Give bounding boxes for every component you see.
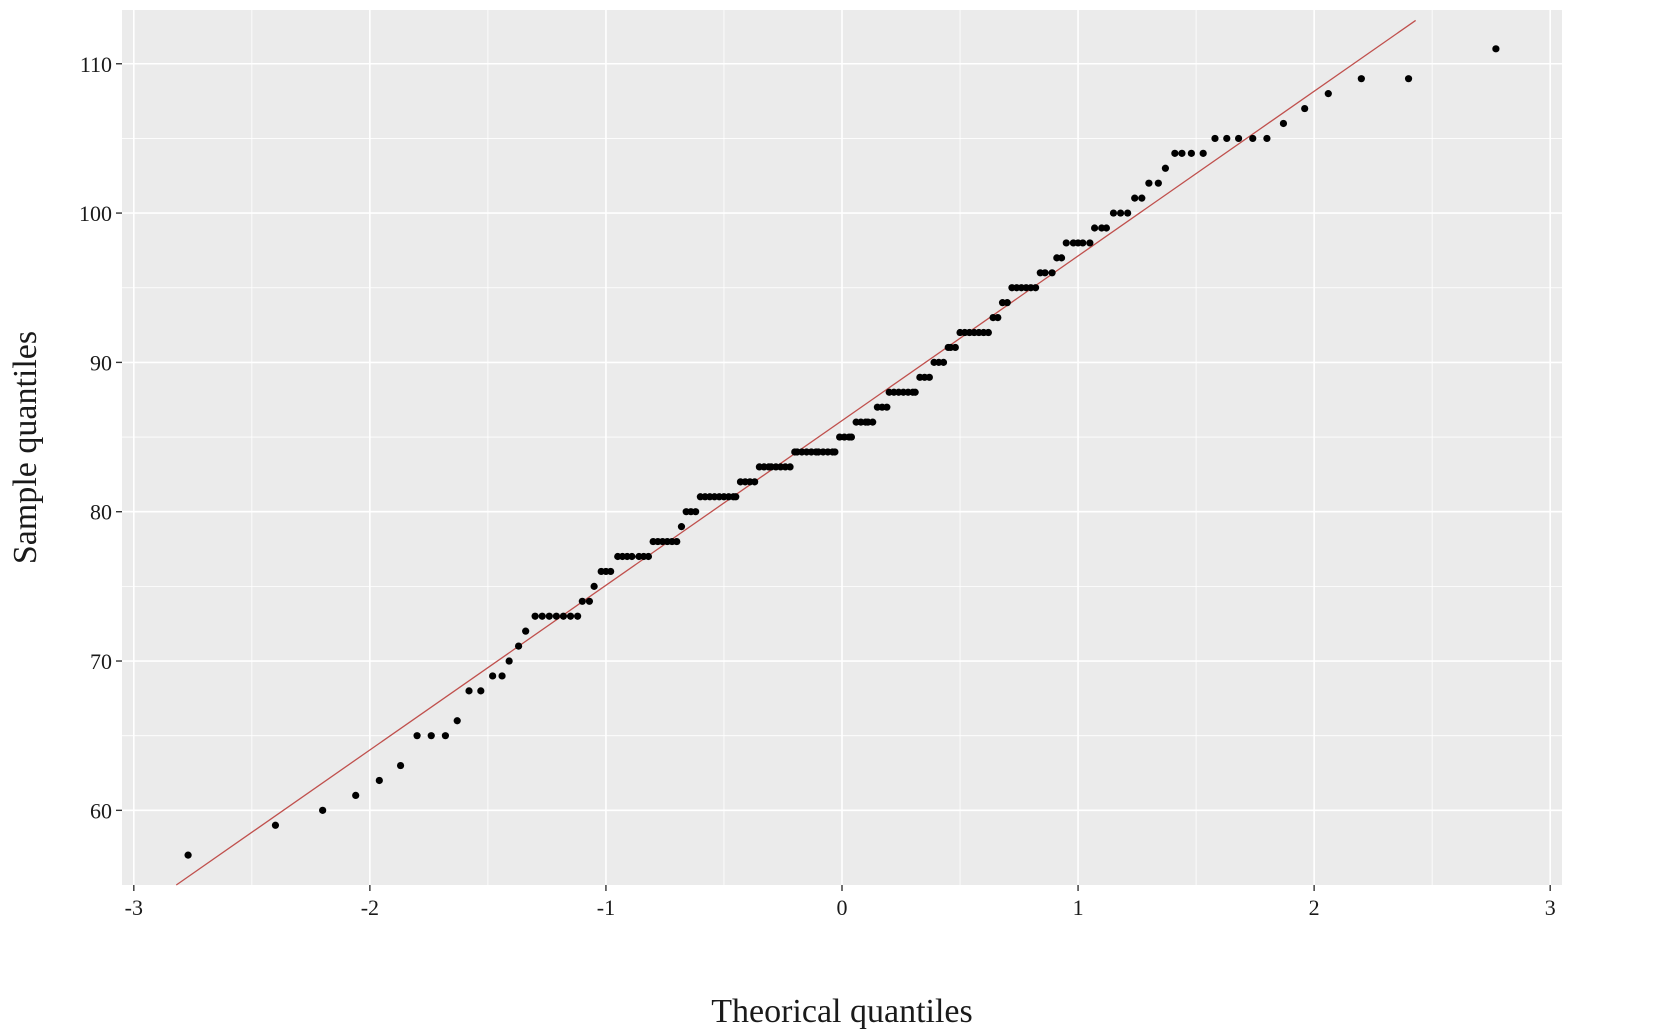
data-point bbox=[1178, 149, 1186, 157]
data-point bbox=[522, 627, 530, 635]
data-point bbox=[1041, 269, 1049, 277]
data-point bbox=[732, 493, 740, 501]
data-point bbox=[465, 687, 473, 695]
data-point bbox=[441, 732, 450, 740]
y-axis-ticks: 60 70 80 90 100 110 bbox=[79, 52, 122, 823]
data-point bbox=[505, 657, 513, 665]
data-point bbox=[1057, 254, 1066, 262]
data-point bbox=[1234, 134, 1243, 143]
data-point bbox=[994, 313, 1002, 322]
x-tick-label: 2 bbox=[1309, 895, 1320, 920]
data-point bbox=[559, 612, 568, 620]
data-point bbox=[677, 523, 686, 531]
data-point bbox=[271, 821, 280, 829]
y-tick-label: 100 bbox=[79, 201, 112, 226]
data-point bbox=[847, 433, 856, 441]
x-tick-label: -2 bbox=[361, 895, 379, 920]
data-point bbox=[1223, 134, 1231, 143]
data-point bbox=[1138, 194, 1146, 202]
y-tick-label: 70 bbox=[90, 649, 112, 674]
data-point bbox=[531, 612, 539, 620]
y-axis-title: Sample quantiles bbox=[7, 331, 44, 564]
y-tick-label: 90 bbox=[90, 350, 112, 375]
data-point bbox=[1131, 194, 1139, 202]
data-point bbox=[1357, 75, 1365, 83]
data-point bbox=[1086, 239, 1094, 247]
data-point bbox=[1003, 299, 1011, 307]
x-tick-label: 0 bbox=[837, 895, 848, 920]
x-axis-ticks: -3 -2 -1 0 1 2 3 bbox=[125, 885, 1556, 920]
data-point bbox=[319, 806, 327, 814]
data-point bbox=[1199, 149, 1207, 157]
data-point bbox=[786, 463, 794, 471]
data-point bbox=[1263, 134, 1271, 143]
data-point bbox=[1079, 239, 1087, 247]
data-point bbox=[1048, 269, 1056, 277]
data-point bbox=[477, 687, 485, 695]
data-point bbox=[984, 328, 992, 337]
data-point bbox=[1492, 45, 1500, 53]
data-point bbox=[1109, 209, 1118, 217]
data-point bbox=[538, 612, 546, 620]
data-point bbox=[925, 373, 933, 381]
data-point bbox=[545, 612, 553, 620]
data-point bbox=[1404, 75, 1413, 83]
data-point bbox=[1249, 134, 1257, 143]
x-tick-label: 3 bbox=[1545, 895, 1556, 920]
data-point bbox=[1187, 149, 1195, 157]
data-point bbox=[607, 567, 615, 576]
data-point bbox=[869, 418, 877, 426]
data-point bbox=[1211, 134, 1219, 143]
y-tick-label: 80 bbox=[90, 500, 112, 525]
data-point bbox=[1301, 104, 1309, 113]
data-point bbox=[489, 672, 497, 680]
data-point bbox=[498, 672, 506, 680]
data-point bbox=[352, 791, 360, 800]
data-point bbox=[692, 508, 700, 516]
y-tick-label: 110 bbox=[80, 52, 112, 77]
data-point bbox=[375, 776, 383, 785]
data-point bbox=[590, 582, 598, 590]
data-point bbox=[514, 642, 523, 650]
data-point bbox=[552, 612, 560, 620]
x-tick-label: 1 bbox=[1073, 895, 1084, 920]
data-point bbox=[1116, 209, 1125, 217]
data-points bbox=[184, 45, 1500, 859]
data-point bbox=[1031, 284, 1040, 292]
x-tick-label: -3 bbox=[125, 895, 143, 920]
data-point bbox=[578, 597, 586, 605]
data-point bbox=[751, 478, 759, 486]
data-point bbox=[1161, 164, 1170, 172]
data-point bbox=[184, 851, 192, 859]
data-point bbox=[831, 448, 839, 456]
data-point bbox=[396, 761, 405, 770]
data-point bbox=[1145, 179, 1153, 187]
data-point bbox=[1154, 179, 1162, 187]
data-point bbox=[413, 732, 421, 740]
data-point bbox=[1102, 224, 1110, 232]
data-point bbox=[911, 388, 919, 396]
data-point bbox=[1090, 224, 1099, 232]
data-point bbox=[574, 612, 582, 620]
data-point bbox=[1171, 149, 1179, 157]
data-point bbox=[1279, 119, 1288, 128]
data-point bbox=[427, 732, 435, 740]
data-point bbox=[453, 717, 461, 725]
data-point bbox=[566, 612, 575, 620]
data-point bbox=[644, 552, 653, 561]
data-point bbox=[585, 597, 594, 605]
data-point bbox=[628, 552, 636, 561]
major-gridlines bbox=[122, 10, 1562, 885]
y-tick-label: 60 bbox=[90, 798, 112, 823]
data-point bbox=[883, 403, 891, 411]
data-point bbox=[1124, 209, 1132, 217]
data-point bbox=[939, 358, 948, 366]
x-axis-title: Theorical quantiles bbox=[711, 993, 973, 1030]
data-point bbox=[1062, 239, 1070, 247]
data-point bbox=[951, 343, 959, 352]
x-tick-label: -1 bbox=[597, 895, 615, 920]
data-point bbox=[1324, 90, 1332, 98]
data-point bbox=[673, 537, 681, 546]
